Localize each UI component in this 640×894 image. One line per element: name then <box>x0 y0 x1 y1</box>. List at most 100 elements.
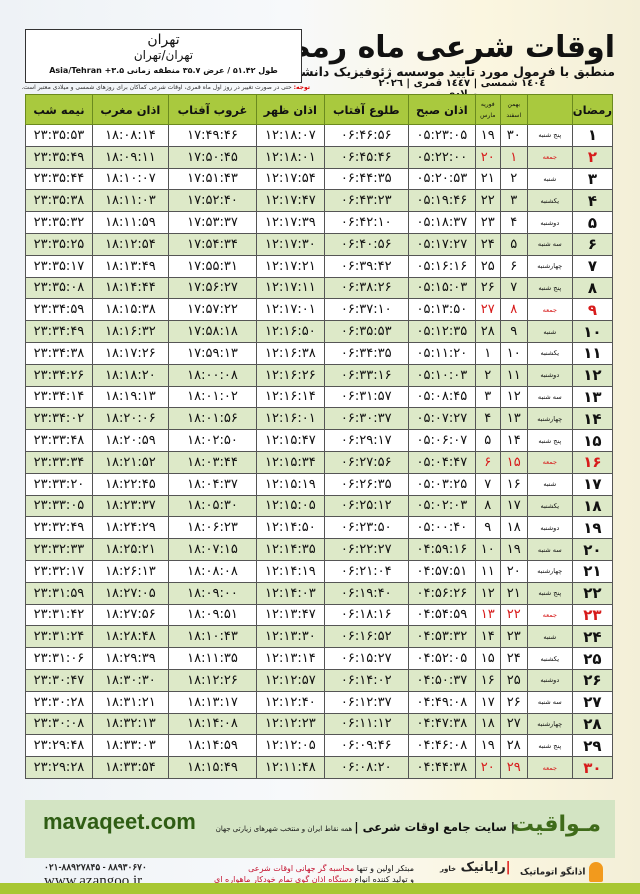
cell-dhuhr: ۱۲:۱۵:۴۷ <box>256 429 325 452</box>
col-weekday <box>526 94 573 125</box>
cell-dhuhr: ۱۲:۱۱:۴۸ <box>256 756 325 779</box>
rayanik-text: رایانیک <box>460 860 506 875</box>
cell-fajr: ۰۴:۵۲:۰۵ <box>407 647 476 670</box>
cell-midnight: ۲۳:۳۲:۴۹ <box>25 516 93 540</box>
cell-midnight: ۲۳:۳۰:۲۸ <box>25 690 93 714</box>
cell-persian-day: ۱۳ <box>499 407 528 431</box>
table-row: ۲۲ پنج شنبه ۲۱ ۱۲ ۰۴:۵۶:۲۶ ۰۶:۱۹:۴۰ ۱۲:۱۴:۰۳ ۱۸… <box>25 581 614 605</box>
cell-weekday: جمعه <box>526 603 573 627</box>
cell-gregorian-day: ۱۳ <box>474 603 501 627</box>
cell-maghrib: ۱۸:۱۱:۵۹ <box>91 211 169 234</box>
cell-sunrise: ۰۶:۳۴:۳۵ <box>323 341 409 365</box>
cell-gregorian-day: ۲۰ <box>474 756 501 779</box>
cell-fajr: ۰۵:۱۹:۴۶ <box>407 189 476 213</box>
cell-midnight: ۲۳:۳۵:۲۵ <box>25 232 93 256</box>
city-name: تهران <box>147 32 180 48</box>
city-coords: طول ۵۱.۴۲ / عرض ۳۵.۷ منطقه زمانی ۳.۵+ As… <box>49 66 278 75</box>
cell-ramadan-day: ۲۸ <box>571 712 614 736</box>
cell-midnight: ۲۳:۳۱:۵۹ <box>25 581 93 605</box>
cell-sunset: ۱۷:۵۷:۲۲ <box>167 298 258 322</box>
table-row: ۶ سه شنبه ۵ ۲۴ ۰۵:۱۷:۲۷ ۰۶:۴۰:۵۶ ۱۲:۱۷:۳۰ ۱۷:۵۴… <box>25 232 614 256</box>
table-row: ۱۸ یکشنبه ۱۷ ۸ ۰۵:۰۲:۰۳ ۰۶:۲۵:۱۲ ۱۲:۱۵:۰۵ ۱۸:۰۵… <box>25 494 614 518</box>
cell-dhuhr: ۱۲:۱۲:۴۰ <box>256 690 325 714</box>
mavaqeet-url[interactable]: mavaqeet.com <box>43 809 196 834</box>
cell-weekday: پنج شنبه <box>526 734 573 758</box>
cell-maghrib: ۱۸:۱۵:۳۸ <box>91 298 169 322</box>
rayanik-sub: خاور <box>440 865 457 873</box>
cell-dhuhr: ۱۲:۱۳:۳۰ <box>256 625 325 649</box>
cell-fajr: ۰۵:۰۴:۴۷ <box>407 450 476 474</box>
cell-maghrib: ۱۸:۲۱:۵۲ <box>91 450 169 474</box>
cell-sunrise: ۰۶:۱۲:۳۷ <box>323 690 409 714</box>
cell-midnight: ۲۳:۳۱:۲۴ <box>25 625 93 649</box>
cell-ramadan-day: ۶ <box>571 232 614 256</box>
cell-gregorian-day: ۶ <box>474 450 501 474</box>
mavaqeet-logo: مـواقیت <box>511 812 601 837</box>
cell-sunset: ۱۷:۵۸:۱۸ <box>167 320 258 343</box>
cell-fajr: ۰۴:۵۰:۳۷ <box>407 668 476 692</box>
cell-sunrise: ۰۶:۲۵:۱۲ <box>323 494 409 518</box>
cell-sunrise: ۰۶:۲۳:۵۰ <box>323 516 409 540</box>
cell-gregorian-day: ۱ <box>474 341 501 365</box>
cell-maghrib: ۱۸:۲۴:۲۹ <box>91 516 169 540</box>
cell-sunset: ۱۸:۰۸:۰۸ <box>167 559 258 583</box>
cell-ramadan-day: ۲۵ <box>571 647 614 670</box>
cell-gregorian-day: ۱۰ <box>474 538 501 561</box>
cell-persian-day: ۱۵ <box>499 450 528 474</box>
cell-weekday: شنبه <box>526 320 573 343</box>
cell-sunrise: ۰۶:۱۱:۱۲ <box>323 712 409 736</box>
cell-ramadan-day: ۱۰ <box>571 320 614 343</box>
cell-fajr: ۰۵:۱۳:۵۰ <box>407 298 476 322</box>
cell-sunrise: ۰۶:۴۲:۱۰ <box>323 211 409 234</box>
cell-sunset: ۱۸:۱۴:۵۹ <box>167 734 258 758</box>
cell-midnight: ۲۳:۲۹:۴۸ <box>25 734 93 758</box>
cell-maghrib: ۱۸:۲۷:۰۵ <box>91 581 169 605</box>
cell-maghrib: ۱۸:۲۲:۴۵ <box>91 472 169 496</box>
cell-fajr: ۰۵:۰۲:۰۳ <box>407 494 476 518</box>
bottom-bar <box>0 883 640 894</box>
cell-weekday: جمعه <box>526 145 573 169</box>
cell-sunrise: ۰۶:۱۹:۴۰ <box>323 581 409 605</box>
table-row: ۲ جمعه ۱ ۲۰ ۰۵:۲۲:۰۰ ۰۶:۴۵:۴۶ ۱۲:۱۸:۰۱ ۱۷:۵۰:۴۵… <box>25 145 614 169</box>
cell-weekday: جمعه <box>526 450 573 474</box>
table-row: ۱۷ شنبه ۱۶ ۷ ۰۵:۰۳:۲۵ ۰۶:۲۶:۳۵ ۱۲:۱۵:۱۹ ۱۸:۰۴:۳… <box>25 472 614 496</box>
cell-gregorian-day: ۱۷ <box>474 690 501 714</box>
cell-maghrib: ۱۸:۳۲:۱۳ <box>91 712 169 736</box>
cell-persian-day: ۳ <box>499 189 528 213</box>
cell-fajr: ۰۵:۰۰:۴۰ <box>407 516 476 540</box>
table-row: ۱۵ پنج شنبه ۱۴ ۵ ۰۵:۰۶:۰۷ ۰۶:۲۹:۱۷ ۱۲:۱۵:۴۷ ۱۸:… <box>25 429 614 452</box>
cell-maghrib: ۱۸:۱۳:۴۹ <box>91 254 169 278</box>
cell-sunset: ۱۷:۵۵:۳۱ <box>167 254 258 278</box>
col-sunset: غروب آفتاب <box>167 94 258 125</box>
cell-gregorian-day: ۱۱ <box>474 559 501 583</box>
cell-dhuhr: ۱۲:۱۴:۳۵ <box>256 538 325 561</box>
cell-sunrise: ۰۶:۴۰:۵۶ <box>323 232 409 256</box>
cell-persian-day: ۲۷ <box>499 712 528 736</box>
cell-fajr: ۰۵:۰۳:۲۵ <box>407 472 476 496</box>
cell-midnight: ۲۳:۳۱:۰۶ <box>25 647 93 670</box>
table-row: ۱۰ شنبه ۹ ۲۸ ۰۵:۱۲:۳۵ ۰۶:۳۵:۵۳ ۱۲:۱۶:۵۰ ۱۷:۵۸:۱… <box>25 320 614 343</box>
cell-sunset: ۱۸:۰۶:۲۳ <box>167 516 258 540</box>
cell-gregorian-day: ۲۴ <box>474 232 501 256</box>
cell-fajr: ۰۴:۴۹:۰۸ <box>407 690 476 714</box>
cell-persian-day: ۳۰ <box>499 124 528 147</box>
cell-maghrib: ۱۸:۱۰:۰۷ <box>91 167 169 191</box>
table-row: ۲۷ سه شنبه ۲۶ ۱۷ ۰۴:۴۹:۰۸ ۰۶:۱۲:۳۷ ۱۲:۱۲:۴۰ ۱۸:… <box>25 690 614 714</box>
col-persian-top: بهمن <box>507 100 521 108</box>
cell-midnight: ۲۳:۳۴:۰۲ <box>25 407 93 431</box>
cell-maghrib: ۱۸:۲۷:۵۶ <box>91 603 169 627</box>
cell-dhuhr: ۱۲:۱۷:۲۱ <box>256 254 325 278</box>
cell-weekday: دوشنبه <box>526 363 573 387</box>
cell-fajr: ۰۴:۴۴:۳۸ <box>407 756 476 779</box>
cell-ramadan-day: ۲۴ <box>571 625 614 649</box>
cell-sunrise: ۰۶:۳۱:۵۷ <box>323 385 409 409</box>
cell-sunrise: ۰۶:۳۰:۳۷ <box>323 407 409 431</box>
cell-fajr: ۰۵:۰۶:۰۷ <box>407 429 476 452</box>
cell-sunset: ۱۸:۱۵:۴۹ <box>167 756 258 779</box>
cell-midnight: ۲۳:۳۳:۰۵ <box>25 494 93 518</box>
note: توجه: حتی در صورت تغییر در روز اول ماه ق… <box>21 84 310 91</box>
cell-weekday: پنج شنبه <box>526 429 573 452</box>
cell-sunrise: ۰۶:۴۵:۴۶ <box>323 145 409 169</box>
cell-dhuhr: ۱۲:۱۵:۰۵ <box>256 494 325 518</box>
cell-maghrib: ۱۸:۱۷:۲۶ <box>91 341 169 365</box>
